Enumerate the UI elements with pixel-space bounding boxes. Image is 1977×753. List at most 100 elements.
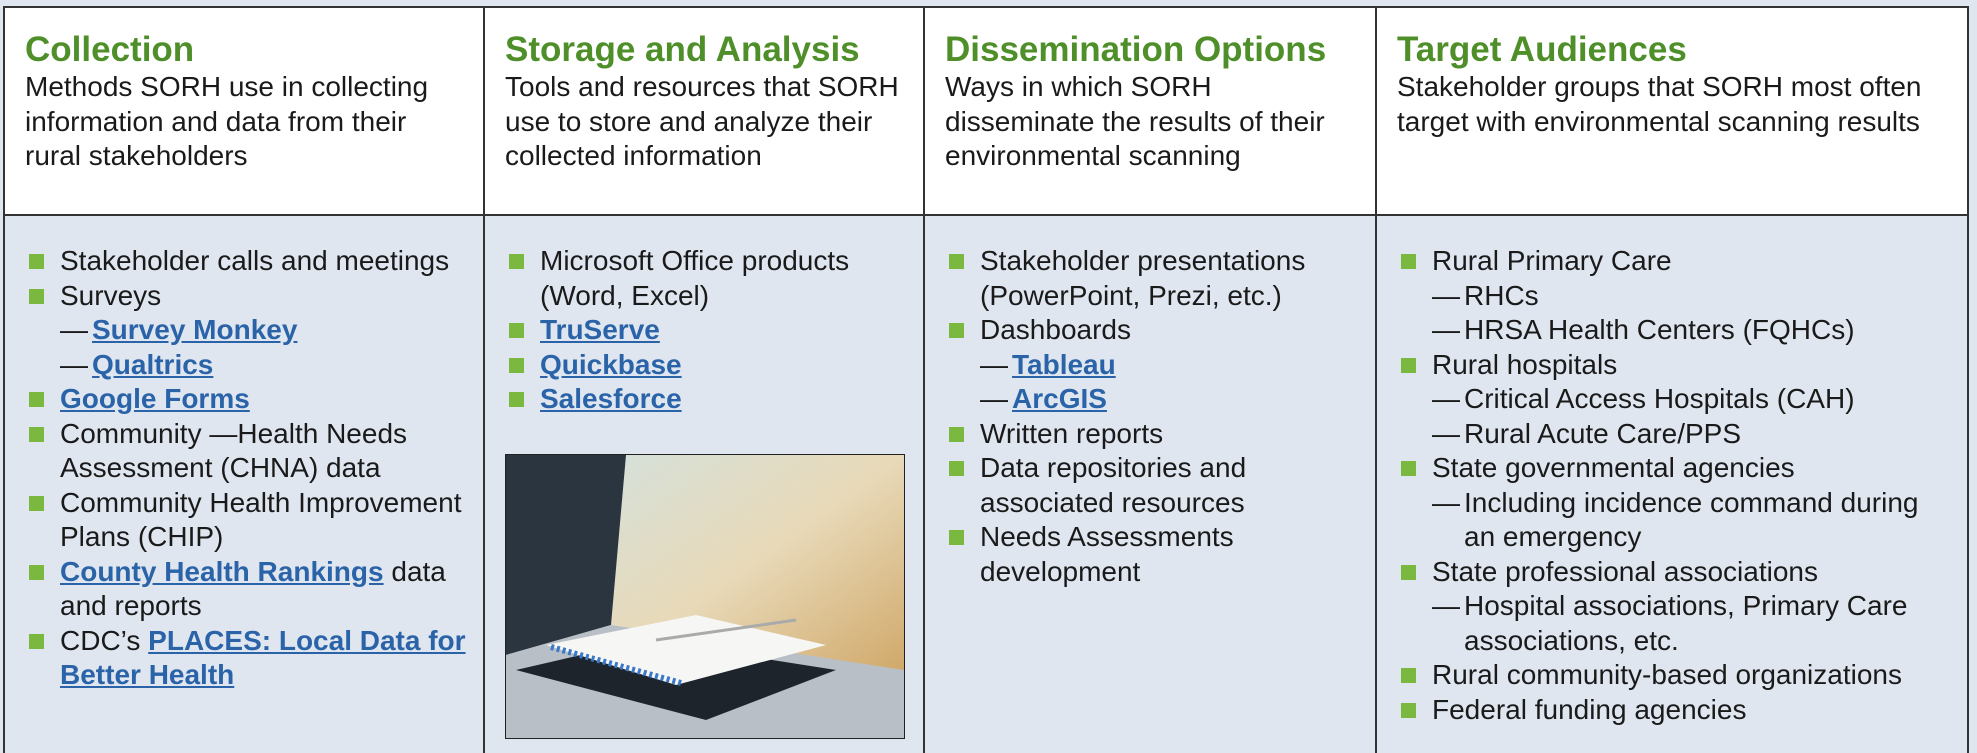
list-item: Rural community-based organizations <box>1399 658 1953 693</box>
column-header: Dissemination Options Ways in which SORH … <box>925 8 1375 216</box>
bullet <box>29 254 44 269</box>
list-item: Community Health Improvement Plans (CHIP… <box>27 486 469 555</box>
column-description: Methods SORH use in collecting informati… <box>25 71 429 171</box>
bullet <box>509 254 524 269</box>
sub-item: Rural Acute Care/PPS <box>1432 417 1953 452</box>
list-item: State professional associationsHospital … <box>1399 555 1953 659</box>
column: Target Audiences Stakeholder groups that … <box>1375 8 1969 753</box>
link[interactable]: Tableau <box>1012 348 1116 380</box>
item-text: Microsoft Office products (Word, Excel) <box>540 245 850 311</box>
sub-item: Hospital associations, Primary Care asso… <box>1432 589 1953 658</box>
photo <box>505 454 905 739</box>
column-description: Tools and resources that SORH use to sto… <box>505 71 899 171</box>
bullet <box>949 461 964 476</box>
link[interactable]: Survey Monkey <box>92 314 298 345</box>
bullet <box>1401 357 1416 373</box>
link[interactable]: County Health Rankings <box>60 555 384 587</box>
item-text: Community —Health Needs Assessment (CHNA… <box>60 417 408 484</box>
item-text: State professional associations <box>1432 555 1818 587</box>
item-text: Rural hospitals <box>1432 348 1618 380</box>
item-text: Rural Primary Care <box>1432 245 1672 276</box>
list-item: Rural Primary CareRHCsHRSA Health Center… <box>1399 244 1953 348</box>
item-text: Community Health Improvement Plans (CHIP… <box>60 486 462 553</box>
column-title: Storage and Analysis <box>505 30 860 69</box>
link[interactable]: Salesforce <box>540 383 682 414</box>
item-text: Data repositories and associated resourc… <box>980 452 1247 518</box>
column-header: Storage and Analysis Tools and resources … <box>485 8 923 216</box>
column-body: Microsoft Office products (Word, Excel) T… <box>485 216 923 417</box>
list-item: Salesforce <box>507 382 909 417</box>
bullet <box>949 426 964 442</box>
list-item: Microsoft Office products (Word, Excel) <box>507 244 909 313</box>
column: Storage and Analysis Tools and resources … <box>483 8 923 753</box>
item-text: Written reports <box>980 417 1164 449</box>
sub-item: Critical Access Hospitals (CAH) <box>1432 382 1953 417</box>
item-text: Dashboards <box>980 314 1131 345</box>
link[interactable]: ArcGIS <box>1012 383 1107 414</box>
item-text: CDC’s <box>60 624 141 656</box>
column-title: Dissemination Options <box>945 30 1327 69</box>
item-text: Surveys <box>60 279 162 311</box>
item-text: Stakeholder calls and meetings <box>60 245 450 276</box>
bullet <box>29 392 44 407</box>
list-item: SurveysSurvey MonkeyQualtrics <box>27 279 469 383</box>
bullet <box>29 288 44 304</box>
bullet <box>1401 461 1416 476</box>
bullet <box>29 495 44 511</box>
column-description: Stakeholder groups that SORH most often … <box>1397 71 1922 137</box>
list-item: Quickbase <box>507 348 909 383</box>
list-item: TruServe <box>507 313 909 348</box>
list-item: Federal funding agencies <box>1399 693 1953 728</box>
item-text: State governmental agencies <box>1432 452 1795 483</box>
item-text: Rural community-based organizations <box>1432 659 1902 690</box>
link[interactable]: Quickbase <box>540 348 682 380</box>
column-body: Stakeholder presentations (PowerPoint, P… <box>925 216 1375 589</box>
list-item: County Health Rankings data and reports <box>27 555 469 624</box>
table: Collection Methods SORH use in collecting… <box>3 6 1969 753</box>
bullet <box>949 254 964 269</box>
list-item: Needs Assessments development <box>947 520 1361 589</box>
column-title: Collection <box>25 30 195 69</box>
bullet <box>509 357 524 373</box>
item-text: Hospital associations, Primary Care asso… <box>1464 590 1908 656</box>
item-text: Rural Acute Care/PPS <box>1464 417 1742 449</box>
sub-item: Qualtrics <box>60 348 469 383</box>
column-body: Stakeholder calls and meetingsSurveysSur… <box>5 216 483 693</box>
bullet <box>509 323 524 338</box>
column-body: Rural Primary CareRHCsHRSA Health Center… <box>1377 216 1967 727</box>
column-header: Target Audiences Stakeholder groups that … <box>1377 8 1967 216</box>
sub-item: HRSA Health Centers (FQHCs) <box>1432 313 1953 348</box>
bullet <box>29 633 44 649</box>
link[interactable]: PLACES: Local Data for Better Health <box>60 624 466 691</box>
item-text: Stakeholder presentations (PowerPoint, P… <box>980 245 1306 311</box>
column: Collection Methods SORH use in collecting… <box>3 8 483 753</box>
link[interactable]: Google Forms <box>60 383 250 414</box>
bullet <box>1401 668 1416 683</box>
bullet <box>29 426 44 442</box>
bullet <box>509 392 524 407</box>
item-text: Needs Assessments development <box>980 521 1234 587</box>
link[interactable]: Qualtrics <box>92 348 214 380</box>
column-description: Ways in which SORH disseminate the resul… <box>945 71 1325 171</box>
item-text: Federal funding agencies <box>1432 693 1747 725</box>
list-item: Written reports <box>947 417 1361 452</box>
sub-item: ArcGIS <box>980 382 1361 417</box>
list-item: Community —Health Needs Assessment (CHNA… <box>27 417 469 486</box>
bullet <box>949 530 964 545</box>
list-item: Google Forms <box>27 382 469 417</box>
item-text: Critical Access Hospitals (CAH) <box>1464 383 1855 414</box>
link[interactable]: TruServe <box>540 314 660 345</box>
list-item: State governmental agenciesIncluding inc… <box>1399 451 1953 555</box>
bullet <box>949 323 964 338</box>
sub-item: Survey Monkey <box>60 313 469 348</box>
list-item: Stakeholder presentations (PowerPoint, P… <box>947 244 1361 313</box>
sub-item: RHCs <box>1432 279 1953 314</box>
list-item: Data repositories and associated resourc… <box>947 451 1361 520</box>
item-text: RHCs <box>1464 279 1539 311</box>
sub-item: Tableau <box>980 348 1361 383</box>
list-item: DashboardsTableauArcGIS <box>947 313 1361 417</box>
bullet <box>1401 254 1416 269</box>
bullet <box>1401 564 1416 580</box>
item-text: data and reports <box>60 555 446 622</box>
